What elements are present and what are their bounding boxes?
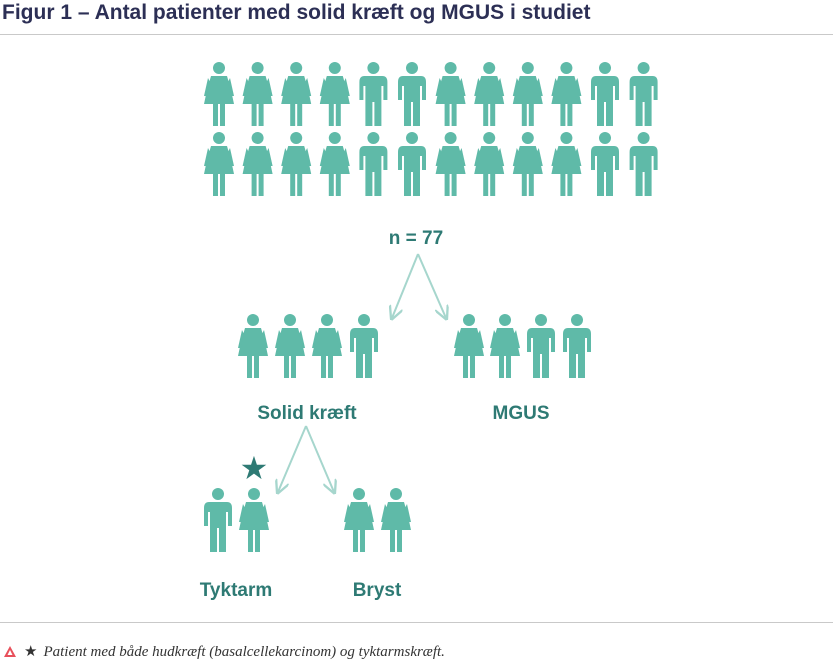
male-person-icon: [591, 132, 619, 196]
male-person-icon: [591, 62, 619, 126]
solid-cancer-label: Solid kræft: [257, 403, 357, 424]
female-person-icon: [454, 314, 484, 378]
female-person-icon: [551, 132, 582, 196]
total-count-label: n = 77: [389, 228, 443, 249]
footnote-divider: [0, 622, 833, 623]
patient-diagram: n = 77 Solid kræft MGUS ★ Tyktarm Bryst: [200, 62, 658, 601]
male-person-icon: [398, 132, 426, 196]
female-person-icon: [204, 62, 234, 126]
female-person-icon: [242, 132, 273, 196]
mgus-icons: [454, 314, 591, 378]
mgus-label: MGUS: [493, 403, 550, 424]
all-patients-icons: [204, 62, 658, 196]
female-person-icon: [474, 62, 505, 126]
female-person-icon: [344, 488, 374, 552]
female-person-icon: [512, 132, 543, 196]
male-person-icon: [204, 488, 232, 552]
bryst-icons: [344, 488, 411, 552]
bryst-label: Bryst: [353, 580, 402, 601]
arrow-to-mgus: [417, 253, 446, 318]
female-person-icon: [242, 62, 273, 126]
female-person-icon: [319, 132, 350, 196]
flow-arrows: [278, 253, 446, 492]
female-person-icon: [435, 132, 466, 196]
female-person-icon: [381, 488, 411, 552]
solid-cancer-icons: [238, 314, 378, 378]
star-icon: ★: [240, 449, 269, 487]
female-person-icon: [275, 314, 305, 378]
footnote-star-icon: ★: [24, 644, 38, 660]
figure-title: Figur 1 – Antal patienter med solid kræf…: [2, 1, 591, 24]
warning-triangle-icon: [4, 646, 16, 657]
arrow-to-solid: [392, 253, 419, 318]
female-person-icon: [474, 132, 505, 196]
male-person-icon: [350, 314, 378, 378]
male-person-icon: [359, 62, 388, 126]
female-person-icon: [512, 62, 543, 126]
male-person-icon: [629, 132, 658, 196]
female-person-icon: [281, 62, 312, 126]
title-divider: [0, 34, 833, 35]
female-person-icon: [319, 62, 350, 126]
tyktarm-icons: [204, 488, 269, 552]
tyktarm-label: Tyktarm: [200, 580, 273, 601]
female-person-icon: [490, 314, 520, 378]
footnote-text: Patient med både hudkræft (basalcellekar…: [43, 644, 445, 660]
female-person-icon: [239, 488, 269, 552]
female-person-icon: [312, 314, 342, 378]
arrow-to-bryst: [305, 425, 334, 492]
female-person-icon: [238, 314, 268, 378]
female-person-icon: [281, 132, 312, 196]
male-person-icon: [398, 62, 426, 126]
male-person-icon: [359, 132, 388, 196]
footnote: ★ Patient med både hudkræft (basalcelleka…: [24, 642, 445, 661]
female-person-icon: [435, 62, 466, 126]
male-person-icon: [563, 314, 591, 378]
female-person-icon: [551, 62, 582, 126]
male-person-icon: [527, 314, 555, 378]
arrow-to-tyktarm: [278, 425, 307, 492]
male-person-icon: [629, 62, 658, 126]
female-person-icon: [204, 132, 234, 196]
